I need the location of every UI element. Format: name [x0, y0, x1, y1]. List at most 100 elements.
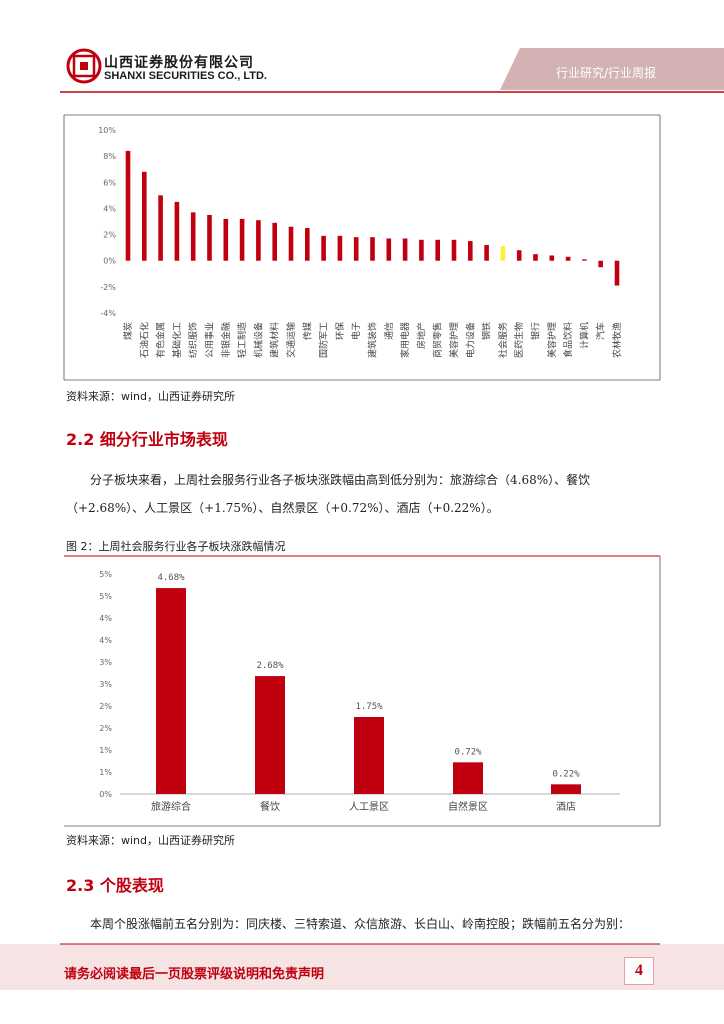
- chart1-bar: [614, 260, 620, 286]
- chart1-x-label: 银行: [530, 322, 542, 340]
- chart1-y-tick-label: 8%: [103, 152, 116, 161]
- chart1-bar: [582, 259, 587, 261]
- chart1-bar: [158, 195, 163, 261]
- chart1-x-label: 非银金融: [220, 322, 232, 358]
- header-band: [500, 48, 724, 90]
- chart1-x-label: 钢铁: [481, 322, 493, 340]
- chart1-bar: [321, 235, 326, 261]
- chart1-x-label: 环保: [334, 322, 346, 340]
- chart2-x-label: 人工景区: [349, 801, 389, 813]
- company-name-en: SHANXI SECURITIES CO., LTD.: [104, 70, 267, 82]
- chart2-y-tick-label: 0%: [99, 790, 112, 799]
- chart2-x-label: 酒店: [556, 800, 576, 813]
- chart1-bar: [484, 245, 489, 261]
- chart2-data-label: 2.68%: [256, 661, 284, 671]
- chart1-x-label: 建筑装饰: [367, 322, 379, 358]
- chart1-source: 资料来源：wind，山西证券研究所: [66, 390, 236, 403]
- chart2-bar: [156, 588, 186, 794]
- chart2-data-label: 1.75%: [355, 702, 383, 712]
- chart1-x-label: 通信: [383, 322, 395, 340]
- chart1-x-label: 机械设备: [252, 322, 264, 358]
- chart1-x-label: 建筑材料: [269, 322, 281, 358]
- section-2-2-title: 2.2 细分行业市场表现: [66, 430, 228, 449]
- chart1-bar: [174, 201, 180, 261]
- chart1-y-tick-label: 2%: [103, 231, 116, 240]
- chart1-bar: [288, 226, 294, 261]
- chart1-x-label: 食品饮料: [562, 322, 574, 358]
- chart1-bar: [451, 239, 457, 261]
- chart1-x-label: 纺织服饰: [187, 322, 199, 358]
- chart1-bar: [223, 218, 229, 261]
- chart1-bar: [565, 256, 571, 261]
- industry-bar-chart: 10% 8% 6% 4% 2% 0% -2% -4% 煤炭 石油石化 有色金属 基础化工 纺织服饰 公用…: [63, 114, 661, 381]
- chart1-x-label: 美容护理: [546, 322, 558, 358]
- chart1-bar: [142, 171, 147, 261]
- chart1-bar: [207, 214, 212, 261]
- chart1-bar: [435, 239, 440, 261]
- chart2-y-tick-label: 1%: [99, 768, 112, 777]
- company-logo-icon: [66, 48, 102, 84]
- chart2-x-label: 自然景区: [448, 800, 488, 813]
- chart1-x-label: 交通运输: [285, 322, 297, 358]
- header-graphics: [60, 48, 724, 93]
- chart1-bar: [337, 235, 343, 261]
- chart1-bar: [353, 237, 359, 261]
- footer-disclaimer: 请务必阅读最后一页股票评级说明和免责声明: [64, 967, 325, 982]
- chart1-bar: [272, 222, 277, 261]
- chart2-y-tick-label: 3%: [99, 680, 112, 689]
- chart1-y-tick-label: 6%: [103, 178, 116, 187]
- chart2-y-tick-label: 1%: [99, 746, 112, 755]
- chart1-bar: [256, 220, 261, 261]
- chart2-x-label: 餐饮: [260, 800, 280, 813]
- chart1-x-label: 家用电器: [399, 322, 411, 358]
- chart1-x-label: 电子: [350, 322, 362, 340]
- chart1-y-tick-label: -4%: [100, 309, 116, 318]
- chart1-x-label: 计算机: [578, 322, 590, 349]
- chart1-y-tick-label: 0%: [103, 257, 116, 266]
- chart2-y-tick-label: 2%: [99, 724, 112, 733]
- chart1-bar: [419, 239, 424, 261]
- chart1-x-label: 商贸零售: [432, 322, 444, 358]
- chart2-y-tick-label: 5%: [99, 570, 112, 579]
- report-type: 行业研究/行业周报: [556, 66, 657, 80]
- figure-2-title: 图 2：上周社会服务行业各子板块涨跌幅情况: [66, 540, 286, 553]
- chart1-x-label: 美容护理: [448, 322, 460, 358]
- chart1-x-label: 农林牧渔: [611, 322, 623, 358]
- chart1-x-label: 电力设备: [464, 322, 476, 358]
- chart2-y-tick-label: 3%: [99, 658, 112, 667]
- chart2-source: 资料来源：wind，山西证券研究所: [66, 834, 236, 847]
- chart2-data-label: 4.68%: [157, 573, 185, 583]
- chart2-y-tick-label: 4%: [99, 614, 112, 623]
- chart1-x-label: 煤炭: [122, 322, 134, 340]
- section-2-2-paragraph: 分子板块来看，上周社会服务行业各子板块涨跌幅由高到低分别为：旅游综合（4.68%…: [66, 473, 591, 515]
- chart1-bar: [402, 238, 408, 261]
- chart2-x-label: 旅游综合: [151, 800, 191, 813]
- chart1-bar: [386, 238, 392, 261]
- chart2-bar: [551, 784, 581, 794]
- chart1-bar: [516, 250, 522, 261]
- chart1-bar: [468, 241, 473, 261]
- chart1-bar: [533, 254, 538, 261]
- chart1-y-tick-label: -2%: [100, 283, 116, 292]
- chart1-x-label: 社会服务: [497, 322, 509, 358]
- chart1-x-label: 国防军工: [318, 322, 330, 358]
- chart1-bar: [598, 260, 603, 268]
- chart1-x-label: 轻工制造: [236, 322, 248, 358]
- chart1-y-tick-label: 4%: [103, 204, 116, 213]
- chart1-bar: [370, 237, 375, 261]
- chart2-y-tick-label: 2%: [99, 702, 112, 711]
- chart1-x-label: 汽车: [595, 322, 607, 340]
- section-2-3-paragraph: 本周个股涨幅前五名分别为：同庆楼、三特索道、众信旅游、长白山、岭南控股；跌幅前五…: [90, 917, 631, 931]
- chart1-bar: [549, 255, 555, 261]
- chart1-bar: [125, 150, 131, 261]
- chart1-x-label: 房地产: [415, 322, 427, 349]
- chart2-bar: [354, 717, 384, 794]
- chart1-bar: [500, 246, 506, 261]
- chart2-bar: [453, 762, 483, 794]
- chart1-y-tick-label: 10%: [98, 126, 116, 135]
- chart2-data-label: 0.72%: [454, 747, 482, 757]
- company-name-cn: 山西证券股份有限公司: [104, 55, 254, 71]
- page-header: 山西证券股份有限公司 SHANXI SECURITIES CO., LTD. 行…: [0, 0, 724, 110]
- chart1-bar: [190, 212, 196, 261]
- chart2-bar: [255, 676, 285, 794]
